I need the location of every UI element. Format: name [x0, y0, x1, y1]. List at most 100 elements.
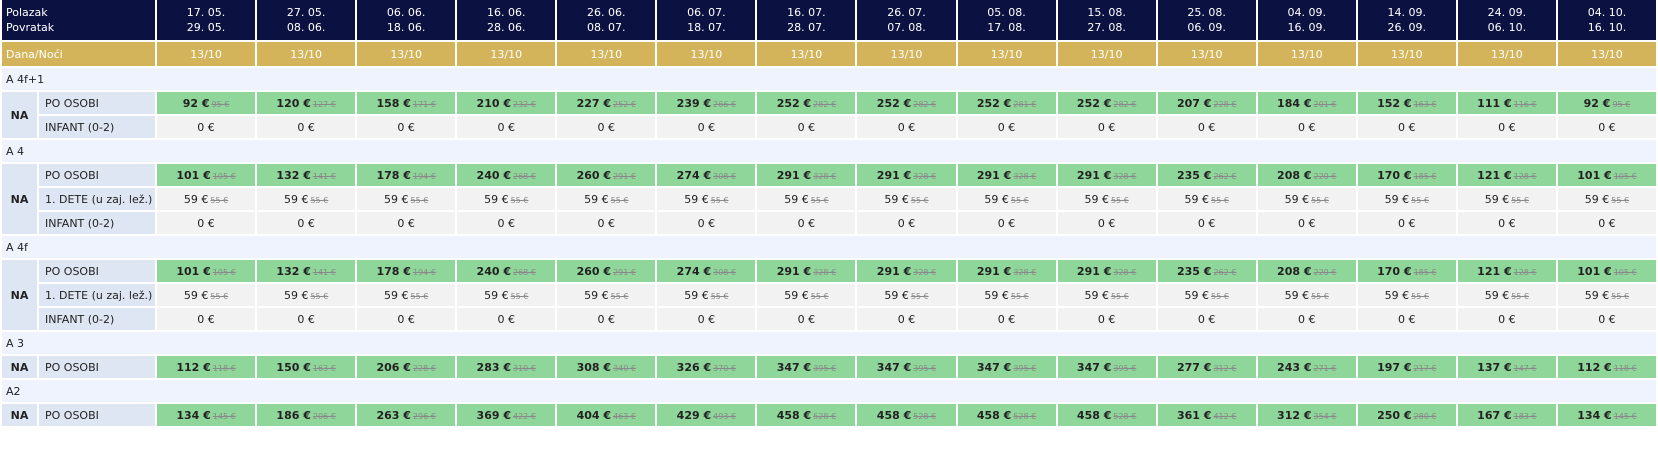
price-cell: 458 €528 € [757, 404, 856, 426]
old-price: 232 € [513, 99, 536, 109]
price: 0 € [897, 312, 916, 326]
price: 59 € [1584, 288, 1610, 302]
price-cell: 0 € [1057, 212, 1156, 234]
date-column-header: 05. 08. 17. 08. [957, 0, 1056, 40]
price-cell: 208 €220 € [1257, 164, 1356, 186]
price: 59 € [784, 192, 809, 206]
return-date: 08. 06. [286, 21, 326, 34]
price: 0 € [497, 312, 515, 326]
price: 0 € [497, 120, 515, 134]
room-type-header: A 4 [2, 140, 1656, 162]
price-cell: 291 €328 € [757, 260, 856, 282]
old-price: 145 € [1613, 411, 1637, 421]
old-price: 55 € [410, 195, 429, 205]
price-cell: 0 € [657, 308, 756, 330]
days-nights-value: 13/10 [1357, 42, 1456, 66]
price: 184 € [1277, 96, 1312, 110]
days-nights-value: 13/10 [1057, 42, 1156, 66]
days-nights-value: 13/10 [1257, 42, 1356, 66]
departure-date: 25. 08. [1187, 6, 1226, 19]
price: 274 € [676, 168, 712, 182]
old-price: 194 € [412, 267, 436, 277]
old-price: 128 € [1513, 267, 1537, 277]
price: 458 € [976, 408, 1012, 422]
old-price: 118 € [212, 363, 236, 373]
old-price: 55 € [410, 291, 429, 301]
price-cell: 458 €528 € [957, 404, 1056, 426]
price: 0 € [297, 120, 315, 134]
price-cell: 0 € [657, 212, 756, 234]
price: 308 € [576, 360, 612, 374]
old-price: 328 € [1013, 171, 1037, 181]
price: 207 € [1176, 96, 1212, 110]
price-cell: 59 €55 € [1357, 284, 1456, 306]
passenger-category: 1. DETE (u zaj. lež.) (2-8) [39, 188, 156, 210]
price: 152 € [1377, 96, 1412, 110]
price-cell: 59 €55 € [657, 284, 756, 306]
price-cell: 59 €55 € [657, 188, 756, 210]
price-cell: 0 € [1157, 116, 1256, 138]
old-price: 395 € [1013, 363, 1037, 373]
price-cell: 252 €281 € [957, 92, 1056, 114]
price: 170 € [1377, 168, 1412, 182]
price: 235 € [1176, 168, 1212, 182]
return-date: 18. 07. [687, 21, 726, 34]
old-price: 95 € [1612, 99, 1631, 109]
price: 59 € [283, 288, 309, 302]
price-cell: 112 €118 € [157, 356, 256, 378]
old-price: 55 € [1611, 195, 1630, 205]
price: 361 € [1176, 408, 1212, 422]
price-cell: 239 €266 € [657, 92, 756, 114]
old-price: 463 € [613, 411, 636, 421]
old-price: 262 € [1213, 171, 1237, 181]
price-cell: 59 €55 € [1357, 188, 1456, 210]
price: 291 € [876, 264, 912, 278]
price-cell: 59 €55 € [357, 188, 456, 210]
room-type-title: A 4 [2, 140, 1656, 162]
table-row: INFANT (0-2) 0 € 0 € 0 € 0 € 0 € 0 € 0 € 0 € 0 € 0… [2, 308, 1656, 330]
old-price: 328 € [1013, 267, 1037, 277]
price: 243 € [1277, 360, 1312, 374]
days-nights-row: Dana/Noći 13/10 13/10 13/10 13/10 13/10 13/10 1… [2, 42, 1656, 66]
price: 0 € [597, 120, 616, 134]
price-cell: 112 €118 € [1557, 356, 1656, 378]
price: 59 € [1084, 192, 1109, 206]
price: 291 € [976, 264, 1012, 278]
price-cell: 458 €528 € [857, 404, 956, 426]
price-cell: 243 €271 € [1257, 356, 1356, 378]
price-cell: 121 €128 € [1457, 164, 1556, 186]
old-price: 220 € [1313, 267, 1337, 277]
old-price: 141 € [312, 171, 336, 181]
old-price: 217 € [1413, 363, 1437, 373]
passenger-category: PO OSOBI [39, 260, 156, 282]
price: 263 € [376, 408, 411, 422]
price: 260 € [576, 264, 612, 278]
price-cell: 235 €262 € [1157, 260, 1256, 282]
price-cell: 404 €463 € [557, 404, 656, 426]
departure-date: 05. 08. [987, 6, 1026, 19]
old-price: 493 € [713, 411, 737, 421]
price-cell: 207 €228 € [1157, 92, 1256, 114]
price-cell: 291 €328 € [957, 164, 1056, 186]
price-cell: 0 € [957, 212, 1056, 234]
days-nights-value: 13/10 [557, 42, 656, 66]
price: 0 € [897, 120, 916, 134]
price: 0 € [197, 216, 215, 230]
passenger-category: INFANT (0-2) [39, 212, 156, 234]
table-row: 1. DETE (u zaj. lež.) (2-8)59 €55 €59 €5… [2, 188, 1656, 210]
room-type-title: A2 [2, 380, 1656, 402]
return-date: 26. 09. [1387, 21, 1427, 34]
price: 291 € [776, 264, 812, 278]
table-row: INFANT (0-2) 0 € 0 € 0 € 0 € 0 € 0 € 0 € 0 € 0 € 0… [2, 116, 1656, 138]
price: 347 € [776, 360, 812, 374]
price-cell: 134 €145 € [157, 404, 256, 426]
price: 101 € [176, 168, 211, 182]
departure-date: 26. 07. [887, 6, 926, 19]
old-price: 55 € [510, 195, 529, 205]
price-cell: 178 €194 € [357, 164, 456, 186]
price-cell: 0 € [1357, 212, 1456, 234]
old-price: 127 € [312, 99, 336, 109]
table-row: NA PO OSOBI 101 €105 €132 €141 €178 €194 €… [2, 260, 1656, 330]
price-cell: 197 €217 € [1357, 356, 1456, 378]
price-cell: 0 € [457, 212, 556, 234]
